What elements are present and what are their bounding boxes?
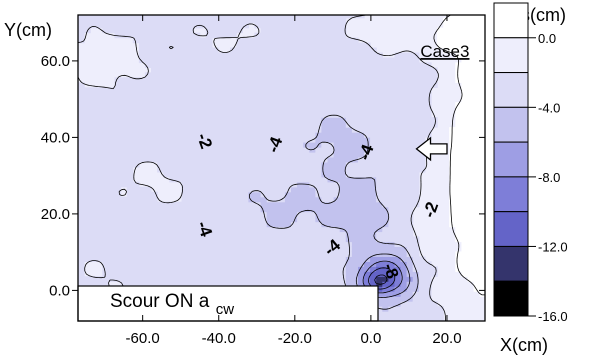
note-main-text: Scour ON a — [110, 291, 210, 312]
note-box: Scour ON a cw — [77, 285, 379, 322]
contour-label: -8 — [379, 261, 402, 282]
y-tick-label: 0.0 — [49, 282, 70, 299]
x-tick-label: -40.0 — [202, 330, 236, 347]
colorbar-tick-label: 0.0 — [538, 31, 556, 46]
colorbar-band — [493, 106, 529, 143]
x-tick-label: 0.0 — [360, 330, 381, 347]
case-label: Case3 — [420, 42, 469, 61]
x-tick-label: 20.0 — [432, 330, 461, 347]
colorbar-band — [493, 211, 529, 247]
contour-label: -4 — [355, 141, 378, 162]
note-box-text: Scour ON a cw — [110, 291, 234, 318]
plot-frame — [77, 14, 486, 322]
contour-label: -2 — [419, 199, 442, 220]
colorbar: Zs(cm) 0.0-4.0-8.0-12.0-16.0 — [493, 2, 568, 324]
colorbar-tick-label: -12.0 — [538, 239, 568, 254]
contour-label: -2 — [193, 131, 216, 152]
y-tick-label: 60.0 — [41, 53, 70, 70]
x-tick-label: -20.0 — [278, 330, 312, 347]
colorbar-band — [493, 2, 529, 39]
note-subscript-text: cw — [216, 301, 235, 318]
colorbar-band — [493, 141, 529, 178]
x-axis-title: X(cm) — [500, 335, 548, 355]
colorbar-band — [493, 280, 529, 317]
colorbar-band — [493, 245, 529, 282]
colorbar-tick-label: -8.0 — [538, 170, 560, 185]
colorbar-bands — [493, 2, 529, 317]
axes: -60.0 -40.0 -20.0 0.0 20.0 0.0 20.0 40.0 60.0 — [41, 15, 485, 347]
contour-label: -4 — [193, 218, 216, 239]
colorbar-band — [493, 37, 529, 74]
colorbar-band — [493, 72, 529, 108]
y-tick-label: 40.0 — [41, 129, 70, 146]
colorbar-ticks: 0.0 -4.0 -8.0 -12.0 -16.0 — [528, 31, 568, 324]
colorbar-tick-label: -4.0 — [538, 100, 560, 115]
y-tick-label: 20.0 — [41, 206, 70, 223]
colorbar-tick-label: -16.0 — [538, 309, 568, 324]
x-tick-label: -60.0 — [126, 330, 160, 347]
y-axis-title: Y(cm) — [4, 20, 52, 40]
note-box-background — [77, 285, 379, 322]
contour-label: -4 — [263, 134, 286, 155]
flow-arrow — [415, 136, 448, 162]
colorbar-band — [493, 176, 529, 213]
